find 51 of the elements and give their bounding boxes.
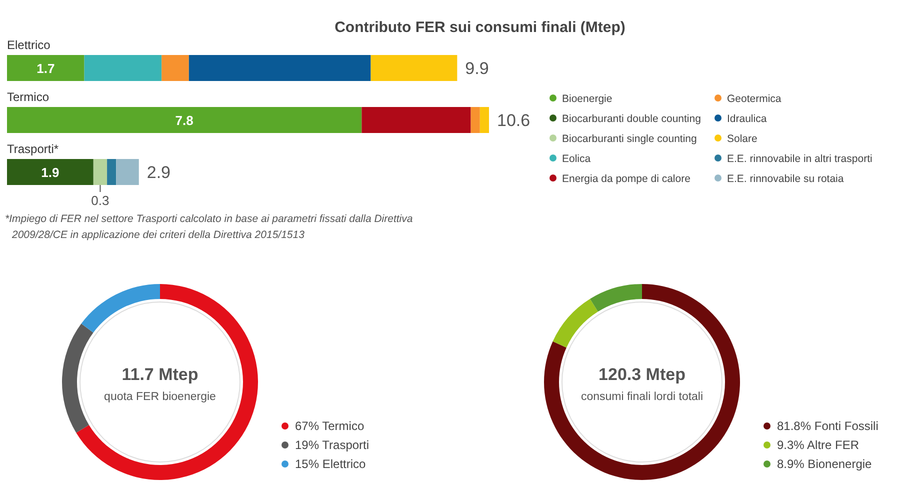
- legend-label: Geotermica: [727, 93, 782, 105]
- legend-label: 8.9% Bionenergie: [777, 457, 872, 471]
- bar: [84, 55, 162, 81]
- data-label: 1.9: [41, 165, 60, 180]
- legend-label: 19% Trasporti: [295, 438, 370, 452]
- bar: [116, 159, 139, 185]
- data-label: 0.3: [91, 193, 110, 208]
- total-label: 10.6: [497, 111, 530, 130]
- legend-label: 9.3% Altre FER: [777, 438, 860, 452]
- bar: [370, 55, 458, 81]
- bar: [162, 55, 189, 81]
- text: *Impiego di FER nel settore Trasporti calcolato in base ai parametri fissati dalla Direttiva 2009/28/CE in applicazione dei criteri della Direttiva 2015/1513: [5, 213, 413, 241]
- y-tick-label: Trasporti*: [7, 142, 59, 156]
- donut-slice: [544, 284, 740, 480]
- y-tick-label: Elettrico: [7, 38, 51, 52]
- text: 11.7 Mtep: [122, 365, 198, 384]
- text: 120.3 Mtep: [598, 365, 686, 384]
- total-label: 2.9: [146, 163, 171, 182]
- donut-slice: [552, 298, 598, 348]
- donut-slice: [62, 324, 94, 433]
- chart-title: Contributo FER sui consumi finali (Mtep): [334, 19, 626, 36]
- text: consumi finali lordi totali: [580, 391, 704, 403]
- total-label: 9.9: [465, 59, 489, 78]
- legend-label: E.E. rinnovabile in altri trasporti: [727, 153, 872, 165]
- legend-label: 81.8% Fonti Fossili: [777, 419, 878, 433]
- y-tick-label: Termico: [7, 90, 50, 104]
- bar: [188, 55, 371, 81]
- legend-label: Solare: [727, 133, 758, 145]
- legend-label: Bioenergie: [562, 93, 612, 105]
- legend-label: Biocarburanti single counting: [562, 133, 697, 145]
- bar: [7, 107, 362, 133]
- bar: [7, 159, 94, 185]
- bar: [362, 107, 471, 133]
- legend-label: Eolica: [562, 153, 591, 165]
- bar: [480, 107, 489, 133]
- data-label: 1.7: [36, 61, 55, 76]
- text: quota FER bioenergie: [104, 391, 216, 403]
- bar: [7, 55, 84, 81]
- legend-label: E.E. rinnovabile su rotaia: [727, 173, 844, 185]
- legend-label: 15% Elettrico: [295, 457, 366, 471]
- data-label: 7.8: [175, 113, 194, 128]
- bar: [107, 159, 116, 185]
- legend-label: Idraulica: [727, 113, 767, 125]
- donut-slice: [76, 284, 258, 480]
- donut-slice: [590, 284, 642, 312]
- legend-label: 67% Termico: [295, 419, 364, 433]
- legend-label: Biocarburanti double counting: [562, 113, 702, 125]
- bar: [470, 107, 480, 133]
- bar: [93, 159, 108, 185]
- donut-slice: [81, 284, 160, 333]
- legend-label: Energia da pompe di calore: [562, 173, 691, 185]
